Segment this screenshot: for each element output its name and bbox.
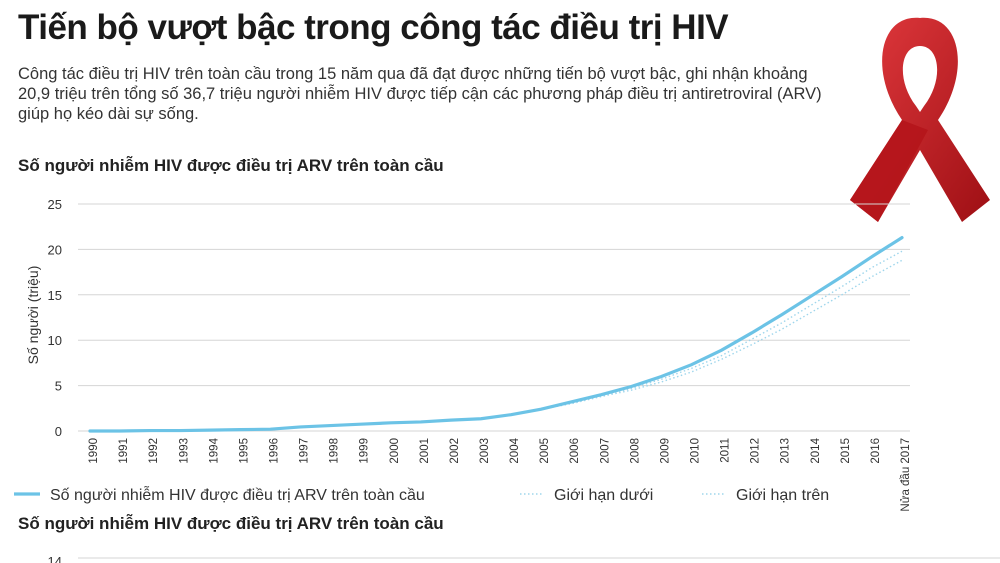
x-tick-label: 2012 [750, 438, 762, 464]
x-tick-label: 1997 [299, 438, 311, 464]
red-ribbon-icon [850, 17, 990, 222]
chart-legend: Số người nhiễm HIV được điều trị ARV trê… [14, 485, 829, 504]
x-tick-label: 2013 [780, 438, 792, 464]
x-tick-label: 2014 [810, 437, 822, 463]
x-tick-label: 1992 [148, 438, 160, 464]
x-tick-label: 2010 [690, 438, 702, 464]
x-tick-label: 2011 [720, 438, 732, 463]
x-tick-label: 1990 [88, 438, 100, 464]
y-axis-label: Số người (triệu) [25, 266, 41, 365]
y-tick-label: 25 [48, 197, 62, 212]
series-line [88, 235, 904, 433]
second-chart-title: Số người nhiễm HIV được điều trị ARV trê… [18, 514, 444, 533]
x-tick-label: 2001 [419, 438, 431, 464]
second-chart-y-tick: 14 [48, 554, 62, 563]
x-tick-label: 1995 [238, 438, 250, 464]
x-tick-label: 2005 [539, 438, 551, 464]
chart-title: Số người nhiễm HIV được điều trị ARV trê… [18, 156, 444, 175]
x-tick-label: 1993 [178, 438, 190, 464]
x-tick-label: 2003 [479, 438, 491, 464]
x-tick-label: 2015 [840, 438, 852, 464]
series-line [90, 259, 903, 432]
x-tick-label: 2006 [569, 438, 581, 464]
series-line [90, 250, 903, 432]
y-axis-ticks: 0 5 10 15 20 25 [48, 197, 62, 439]
x-tick-label: 1991 [118, 438, 130, 464]
x-tick-label: 1998 [329, 438, 341, 464]
x-tick-label: 2008 [629, 438, 641, 464]
x-tick-label: 2000 [389, 438, 401, 464]
x-tick-label: 1996 [268, 438, 280, 464]
y-tick-label: 10 [48, 333, 62, 348]
x-tick-label: Nửa đầu 2017 [900, 438, 912, 512]
x-tick-label: 2007 [599, 438, 611, 464]
x-tick-label: 2004 [509, 437, 521, 463]
x-tick-label: 1994 [208, 437, 220, 463]
x-tick-label: 1999 [359, 438, 371, 464]
chart-series [88, 235, 904, 433]
x-tick-label: 2009 [659, 438, 671, 464]
intro-paragraph: Công tác điều trị HIV trên toàn cầu tron… [18, 65, 822, 123]
y-tick-label: 0 [55, 424, 62, 439]
y-tick-label: 15 [48, 288, 62, 303]
page-title: Tiến bộ vượt bậc trong công tác điều trị… [18, 8, 729, 47]
x-tick-label: 2016 [870, 438, 882, 464]
y-tick-label: 20 [48, 242, 62, 257]
legend-label: Giới hạn dưới [554, 487, 653, 504]
legend-label: Giới hạn trên [736, 487, 829, 504]
x-tick-label: 2002 [449, 438, 461, 464]
legend-label: Số người nhiễm HIV được điều trị ARV trê… [50, 485, 425, 504]
chart-grid [78, 203, 910, 432]
y-tick-label: 5 [55, 379, 62, 394]
x-axis-ticks: 1990 1991 1992 1993 1994 1995 1996 1997 1998 1999… [88, 437, 912, 511]
